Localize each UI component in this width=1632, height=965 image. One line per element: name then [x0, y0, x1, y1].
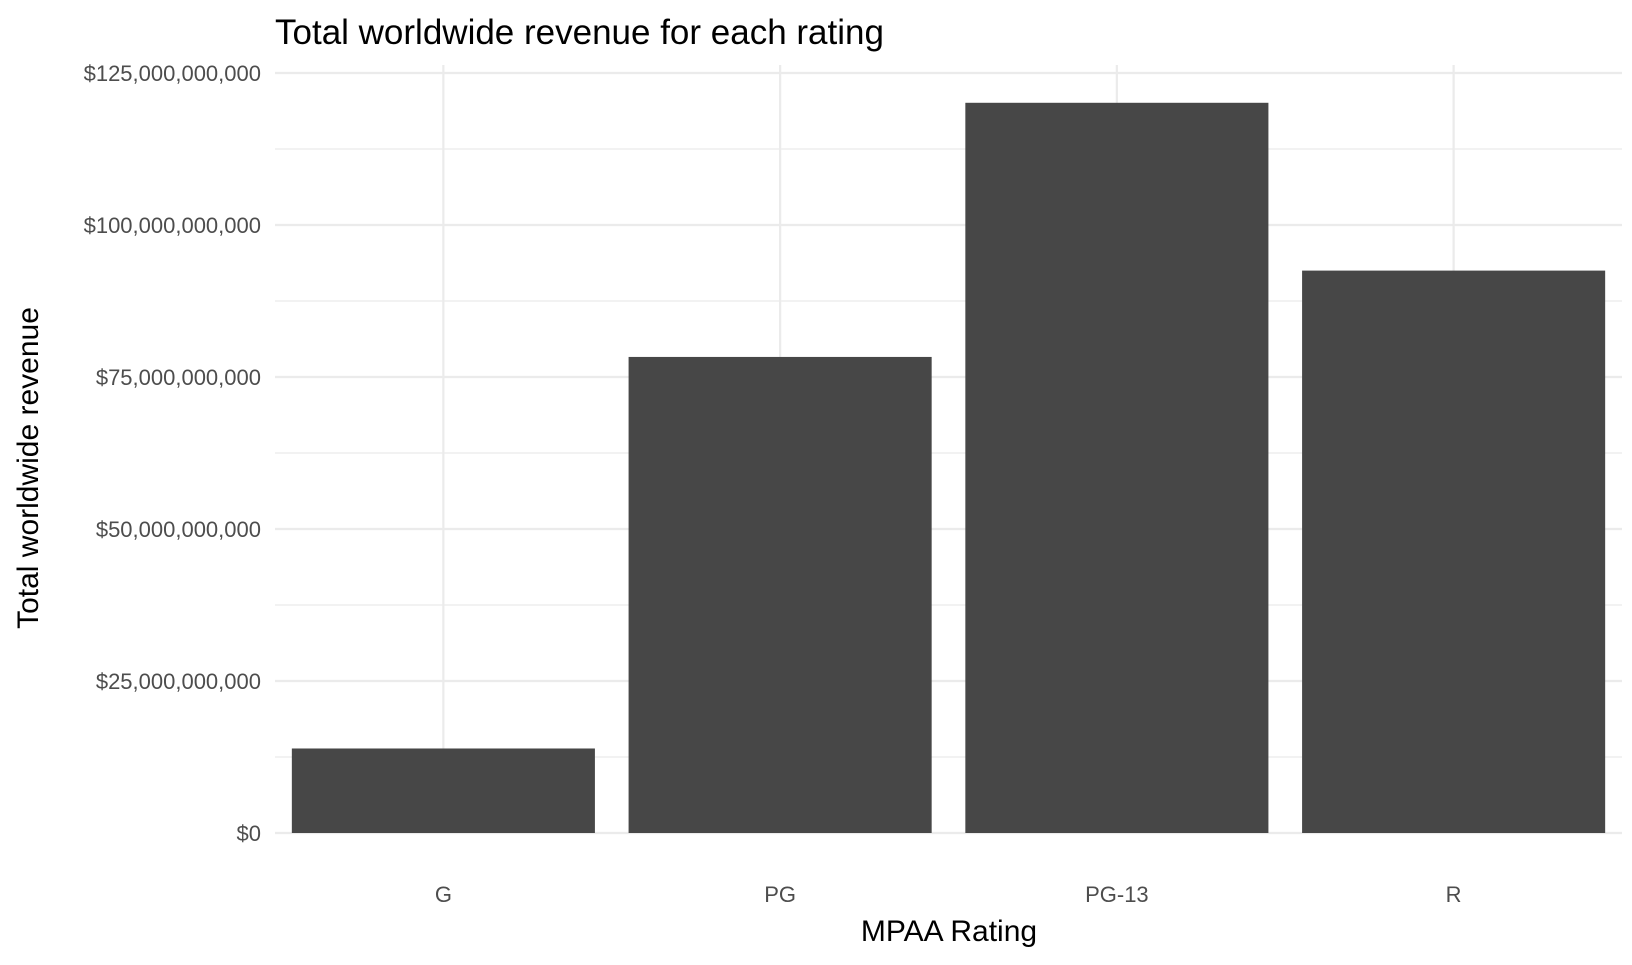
y-axis-tick-labels: $0 $25,000,000,000 $50,000,000,000 $75,000,…: [84, 61, 261, 846]
y-tick-label: $25,000,000,000: [96, 669, 261, 694]
y-tick-label: $0: [237, 821, 261, 846]
x-tick-label: G: [435, 882, 452, 907]
x-tick-label: R: [1446, 882, 1462, 907]
x-tick-label: PG: [764, 882, 796, 907]
bar-r: [1302, 270, 1606, 834]
y-axis-title: Total worldwide revenue: [12, 307, 45, 629]
bars: [291, 102, 1606, 834]
y-tick-label: $100,000,000,000: [84, 213, 261, 238]
y-tick-label: $75,000,000,000: [96, 365, 261, 390]
chart-title: Total worldwide revenue for each rating: [275, 13, 884, 52]
y-tick-label: $125,000,000,000: [84, 61, 261, 86]
x-axis-title: MPAA Rating: [861, 915, 1037, 948]
x-tick-label: PG-13: [1085, 882, 1149, 907]
bar-g: [291, 748, 595, 833]
bar-pg-13: [965, 102, 1269, 834]
y-tick-label: $50,000,000,000: [96, 517, 261, 542]
bar-pg: [628, 356, 932, 833]
x-axis-tick-labels: G PG PG-13 R: [435, 882, 1462, 907]
